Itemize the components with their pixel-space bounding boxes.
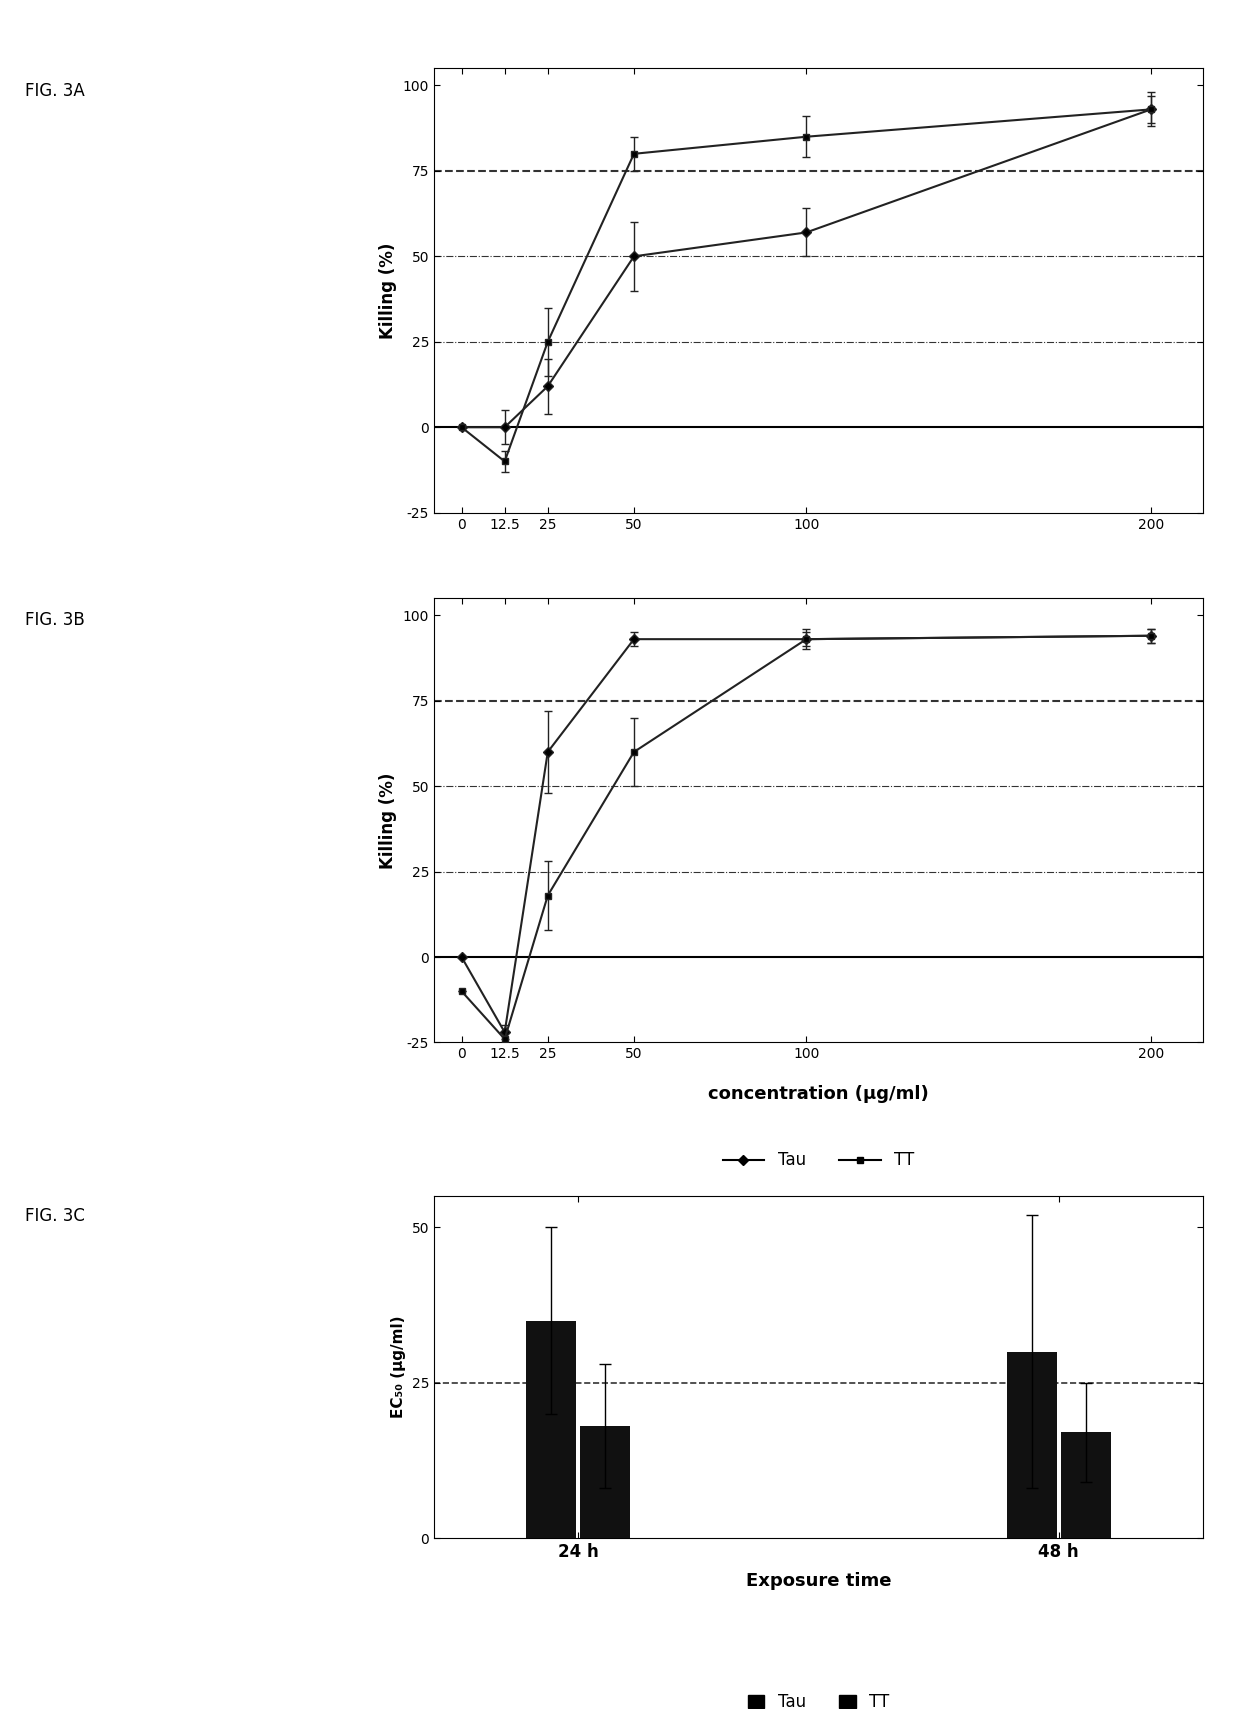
Y-axis label: Killing (%): Killing (%) xyxy=(379,243,397,338)
Legend: Tau, TT: Tau, TT xyxy=(740,1687,897,1709)
Y-axis label: Killing (%): Killing (%) xyxy=(379,772,397,868)
Text: concentration (μg/ml): concentration (μg/ml) xyxy=(708,1085,929,1104)
Bar xyxy=(1007,1352,1056,1538)
Text: FIG. 3B: FIG. 3B xyxy=(25,612,84,629)
X-axis label: Exposure time: Exposure time xyxy=(745,1572,892,1589)
Bar xyxy=(526,1321,577,1538)
Y-axis label: EC₅₀ (μg/ml): EC₅₀ (μg/ml) xyxy=(391,1316,405,1418)
Bar xyxy=(580,1427,630,1538)
Text: FIG. 3A: FIG. 3A xyxy=(25,82,84,99)
Text: FIG. 3C: FIG. 3C xyxy=(25,1207,84,1225)
Bar xyxy=(1060,1432,1111,1538)
Legend: Tau, TT: Tau, TT xyxy=(715,1145,921,1176)
